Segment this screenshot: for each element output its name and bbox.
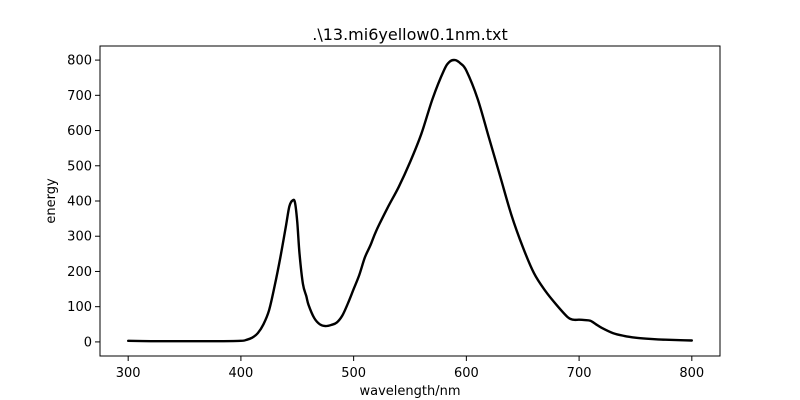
energy-series-line (126, 58, 694, 343)
y-tick-label: 700 (67, 89, 92, 104)
x-tick-label: 700 (567, 366, 592, 381)
x-tick-label: 500 (341, 366, 366, 381)
x-tick-label: 400 (228, 366, 253, 381)
y-tick-label: 200 (67, 265, 92, 280)
x-axis-label: wavelength/nm (359, 384, 460, 399)
x-tick-label: 300 (116, 366, 141, 381)
y-tick-label: 0 (84, 335, 92, 350)
series-layer (126, 58, 694, 343)
plot-frame (99, 45, 721, 357)
y-tick-label: 600 (67, 124, 92, 139)
y-axis-label: energy (44, 178, 59, 224)
y-tick-label: 400 (67, 195, 92, 210)
y-tick-label: 100 (67, 300, 92, 315)
y-tick-label: 800 (67, 54, 92, 69)
x-tick-label: 600 (454, 366, 479, 381)
chart-title: .\13.mi6yellow0.1nm.txt (312, 25, 507, 44)
ticks-layer: 300 400 500 600 700 800 0 100 200 300 400 500 600 700… (67, 54, 704, 381)
y-tick-label: 300 (67, 230, 92, 245)
x-tick-label: 800 (679, 366, 704, 381)
y-tick-label: 500 (67, 159, 92, 174)
